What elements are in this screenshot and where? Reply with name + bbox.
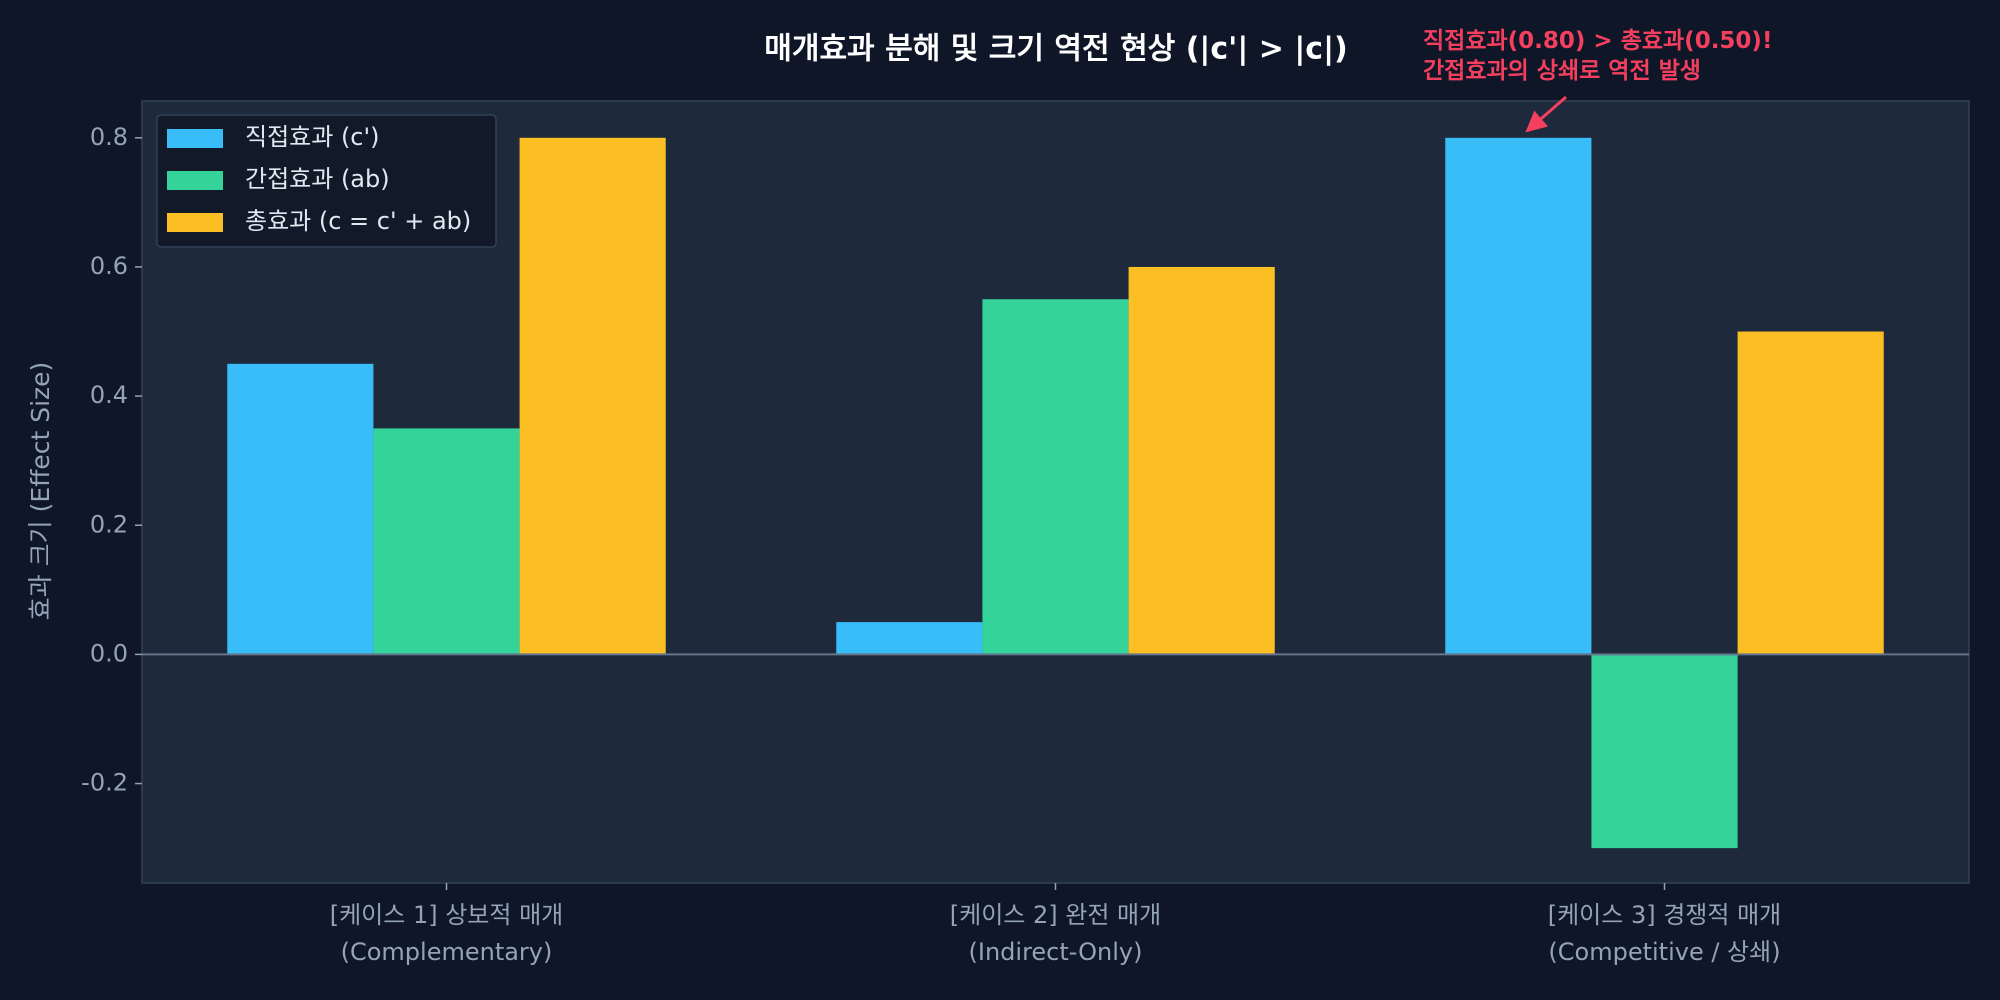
y-tick-label: 0.4	[90, 381, 128, 409]
legend-swatch	[167, 129, 223, 148]
annotation: 직접효과(0.80) > 총효과(0.50)! 간접효과의 상쇄로 역전 발생	[1423, 28, 1773, 84]
bars	[227, 137, 1884, 849]
y-tick-label: -0.2	[81, 769, 128, 797]
x-tick-label: [케이스 3] 경쟁적 매개 (Competitive / 상쇄)	[1547, 901, 1782, 966]
y-tick-label: 0.2	[90, 510, 128, 538]
y-tick-label: 0.0	[90, 639, 128, 667]
bar	[836, 622, 983, 655]
bar	[1737, 331, 1884, 655]
y-tick-label: 0.8	[90, 123, 128, 151]
bar	[1445, 137, 1592, 655]
y-tick-label: 0.6	[90, 252, 128, 280]
bar	[982, 299, 1129, 655]
x-tick-label: [케이스 2] 완전 매개 (Indirect-Only)	[949, 901, 1162, 966]
legend-label: 총효과 (c = c' + ab)	[245, 207, 471, 235]
legend-box	[156, 114, 497, 248]
chart-title: 매개효과 분해 및 크기 역전 현상 (|c'| > |c|)	[764, 32, 1348, 67]
legend-label: 간접효과 (ab)	[245, 165, 390, 193]
bar	[227, 363, 374, 655]
legend-swatch	[167, 171, 223, 190]
bar	[373, 428, 520, 655]
legend-label: 직접효과 (c')	[245, 123, 379, 151]
legend-swatch	[167, 213, 223, 232]
x-tick-label: [케이스 1] 상보적 매개 (Complementary)	[329, 901, 564, 966]
bar	[1591, 654, 1738, 849]
bar	[1128, 266, 1275, 655]
annotation-arrow	[1525, 95, 1567, 133]
y-axis-label: 효과 크기 (Effect Size)	[26, 362, 55, 621]
bar	[519, 137, 666, 655]
